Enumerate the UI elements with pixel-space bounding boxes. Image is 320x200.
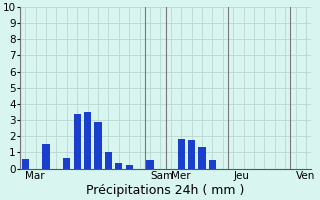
- Bar: [146, 160, 154, 169]
- Bar: [94, 122, 102, 169]
- Bar: [125, 165, 133, 169]
- X-axis label: Précipitations 24h ( mm ): Précipitations 24h ( mm ): [86, 184, 245, 197]
- Bar: [74, 114, 81, 169]
- Bar: [105, 152, 112, 169]
- Bar: [188, 140, 195, 169]
- Bar: [209, 160, 216, 169]
- Bar: [63, 158, 70, 169]
- Bar: [22, 159, 29, 169]
- Bar: [198, 147, 206, 169]
- Bar: [84, 112, 91, 169]
- Bar: [43, 144, 50, 169]
- Bar: [115, 163, 123, 169]
- Bar: [178, 139, 185, 169]
